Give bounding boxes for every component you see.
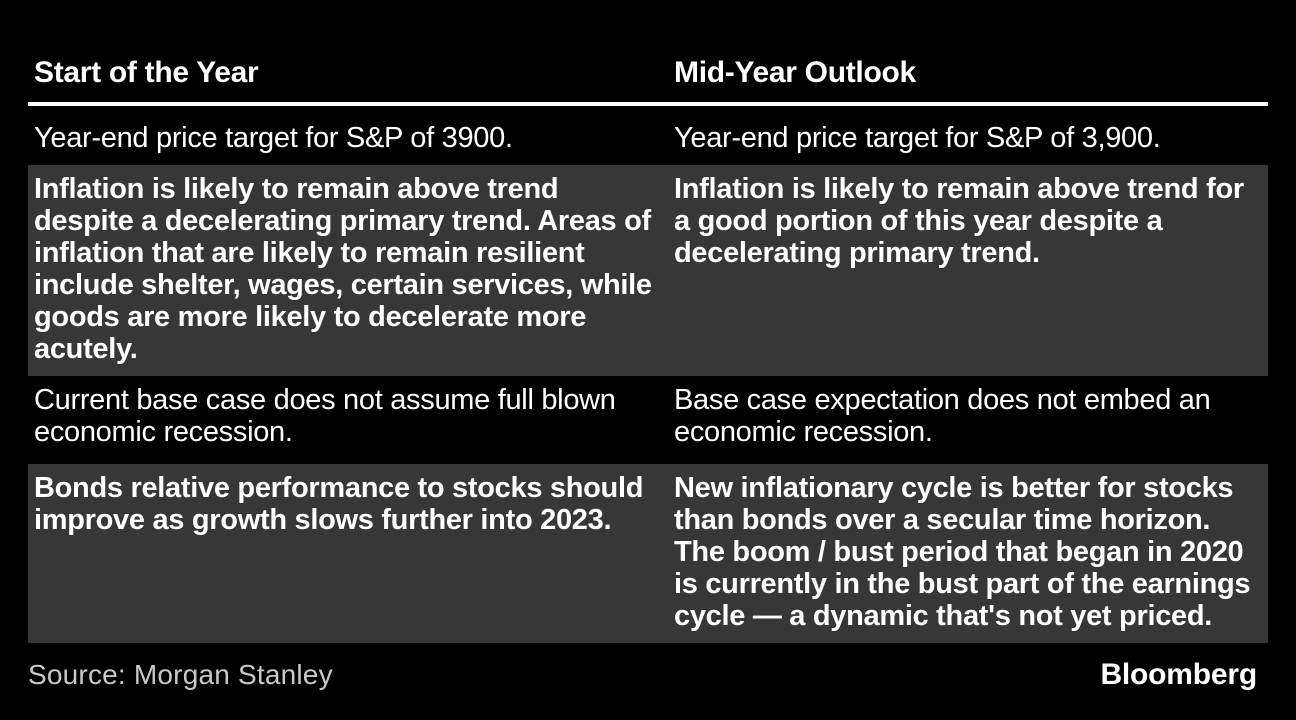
cell-start-year-recession: Current base case does not assume full b…: [34, 384, 616, 448]
table-row: Inflation is likely to remain above tren…: [28, 165, 1268, 376]
table-row: Bonds relative performance to stocks sho…: [28, 464, 1268, 643]
column-header-mid-year-outlook: Mid-Year Outlook: [674, 56, 916, 89]
comparison-table: Start of the Year Mid-Year Outlook Year-…: [28, 56, 1268, 643]
table-row: Year-end price target for S&P of 3900. Y…: [28, 114, 1268, 165]
cell-mid-year-recession: Base case expectation does not embed an …: [674, 384, 1211, 448]
table-header-row: Start of the Year Mid-Year Outlook: [28, 56, 1268, 106]
cell-start-year-price-target: Year-end price target for S&P of 3900.: [34, 122, 513, 154]
cell-mid-year-inflation: Inflation is likely to remain above tren…: [674, 173, 1244, 269]
footer: Source: Morgan Stanley Bloomberg: [28, 658, 1257, 692]
cell-mid-year-price-target: Year-end price target for S&P of 3,900.: [674, 122, 1161, 154]
column-header-start-of-year: Start of the Year: [34, 56, 259, 89]
cell-mid-year-bonds-stocks: New inflationary cycle is better for sto…: [674, 472, 1251, 632]
source-attribution: Source: Morgan Stanley: [28, 659, 333, 690]
table-row: Current base case does not assume full b…: [28, 376, 1268, 464]
cell-start-year-bonds-stocks: Bonds relative performance to stocks sho…: [34, 472, 644, 536]
bloomberg-logo: Bloomberg: [1100, 658, 1257, 691]
cell-start-year-inflation: Inflation is likely to remain above tren…: [34, 173, 652, 365]
table-body: Year-end price target for S&P of 3900. Y…: [28, 114, 1268, 643]
